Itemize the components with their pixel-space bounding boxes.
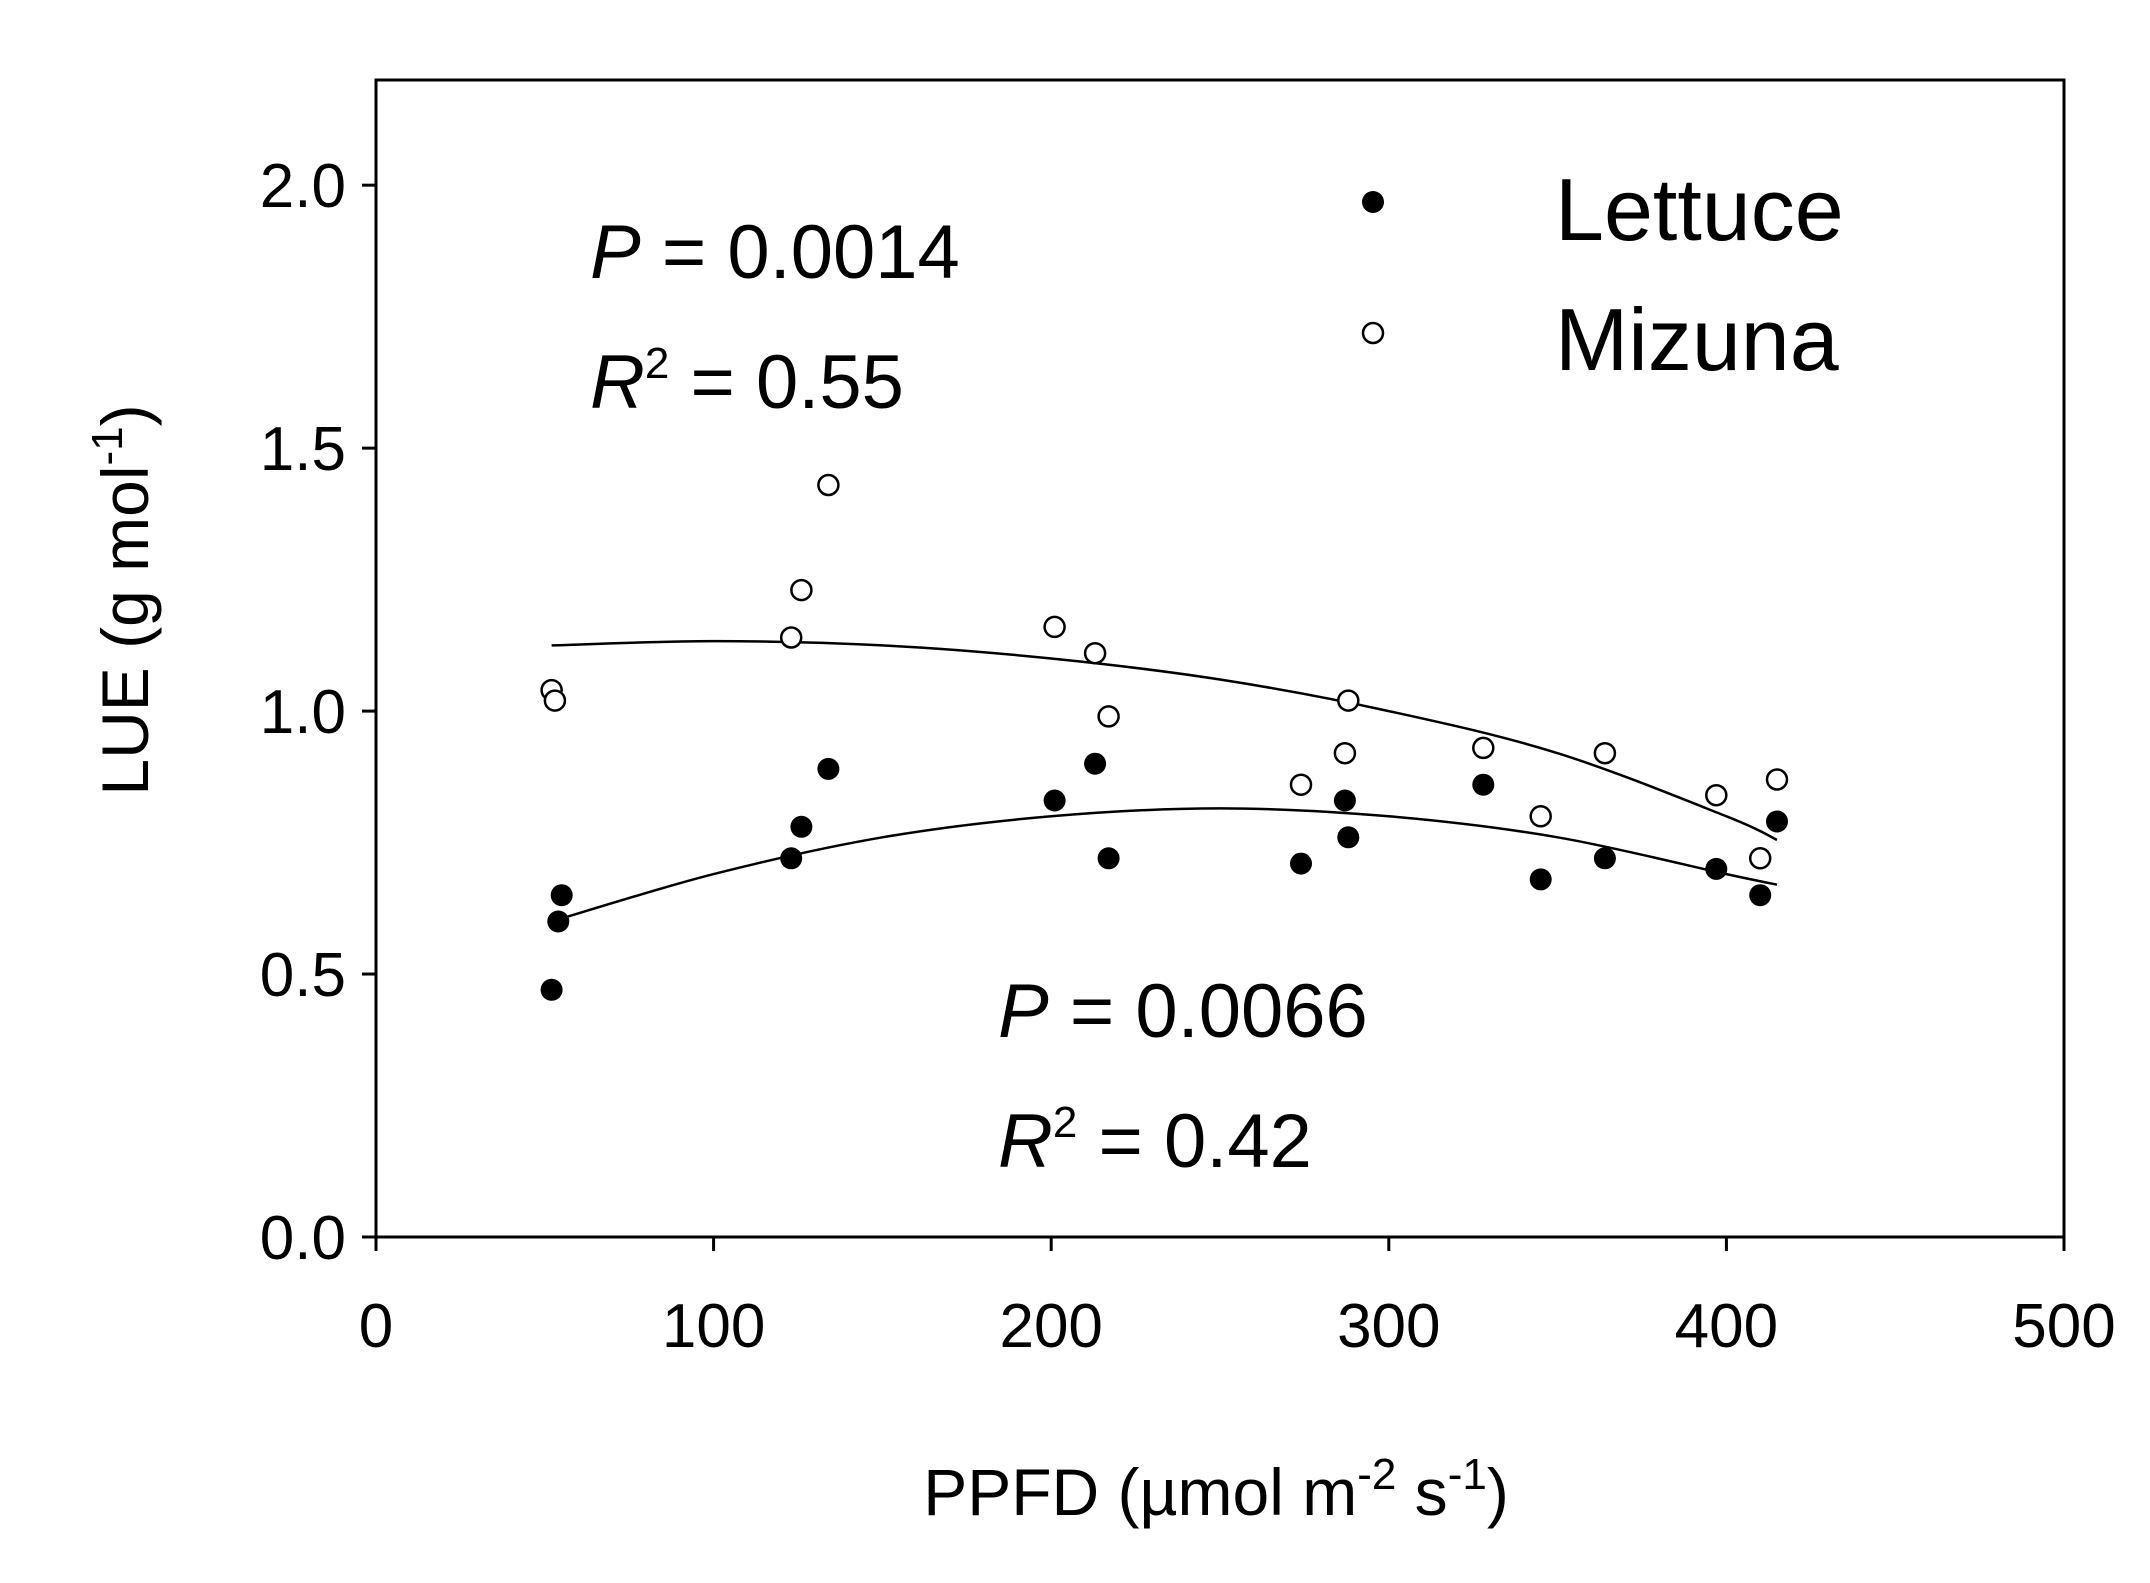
x-tick-label: 100 <box>662 1292 765 1361</box>
point-lettuce <box>540 978 563 1001</box>
point-mizuna <box>790 578 813 602</box>
mizuna-r-squared: R2 = 0.55 <box>590 339 904 425</box>
point-mizuna <box>779 626 803 649</box>
lettuce-stats: P = 0.0066 R2 = 0.42 <box>998 969 1368 1184</box>
data-points <box>540 473 1789 1001</box>
point-mizuna <box>1043 615 1066 639</box>
point-lettuce <box>1333 789 1356 812</box>
point-lettuce <box>790 815 813 838</box>
point-lettuce <box>1705 857 1728 880</box>
point-mizuna <box>1765 768 1789 791</box>
x-axis-title: PPFD (µmol m-2 s-1) <box>923 1450 1509 1529</box>
x-axis: 0 100 200 300 400 500 <box>359 1237 2116 1361</box>
point-mizuna <box>1083 641 1107 665</box>
point-lettuce <box>780 847 803 870</box>
x-tick-label: 0 <box>359 1292 393 1361</box>
legend-marker-lettuce <box>1362 191 1384 213</box>
y-tick-label: 2.0 <box>260 152 346 221</box>
point-mizuna <box>1337 689 1360 712</box>
point-mizuna <box>1748 847 1772 870</box>
point-mizuna <box>817 473 840 497</box>
point-mizuna <box>1705 783 1728 807</box>
x-tick-label: 500 <box>2012 1292 2115 1361</box>
legend: Lettuce Mizuna <box>1361 160 1844 389</box>
point-lettuce <box>1749 884 1772 907</box>
point-mizuna <box>1289 773 1313 796</box>
lettuce-r-squared: R2 = 0.42 <box>998 1098 1312 1184</box>
point-lettuce <box>1529 868 1552 891</box>
point-mizuna <box>1529 805 1552 828</box>
point-lettuce <box>1337 826 1360 849</box>
y-tick-label: 1.0 <box>260 678 346 747</box>
lettuce-p-value: P = 0.0066 <box>998 969 1368 1054</box>
fit-lines <box>551 639 1778 923</box>
mizuna-stats: P = 0.0014 R2 = 0.55 <box>590 210 960 425</box>
mizuna-p-value: P = 0.0014 <box>590 210 960 295</box>
legend-label-mizuna: Mizuna <box>1555 290 1839 389</box>
point-mizuna <box>1472 736 1495 760</box>
point-mizuna <box>543 689 567 712</box>
point-lettuce <box>817 757 840 780</box>
y-tick-label: 0.5 <box>260 941 346 1010</box>
legend-marker-mizuna <box>1361 321 1385 345</box>
point-mizuna <box>1097 705 1120 728</box>
point-lettuce <box>547 910 570 933</box>
point-lettuce <box>1043 789 1066 812</box>
point-mizuna <box>1593 741 1617 765</box>
y-axis: 0.0 0.5 1.0 1.5 2.0 <box>260 152 376 1273</box>
legend-label-lettuce: Lettuce <box>1555 160 1844 259</box>
point-lettuce <box>1593 847 1616 870</box>
x-tick-label: 300 <box>1337 1292 1440 1361</box>
y-tick-label: 1.5 <box>260 415 346 484</box>
y-axis-title: LUE (g mol-1) <box>83 404 162 795</box>
fit-line-mizuna <box>551 639 1778 842</box>
x-tick-label: 400 <box>1675 1292 1778 1361</box>
point-lettuce <box>1472 773 1495 796</box>
point-lettuce <box>1766 810 1788 833</box>
point-lettuce <box>1097 847 1120 870</box>
point-lettuce <box>1290 852 1312 875</box>
point-lettuce <box>550 884 573 907</box>
point-lettuce <box>1084 752 1107 775</box>
x-tick-label: 200 <box>999 1292 1102 1361</box>
plot-frame <box>374 78 2066 1239</box>
fit-line-lettuce <box>551 807 1778 923</box>
point-mizuna <box>1333 741 1357 765</box>
y-tick-label: 0.0 <box>260 1204 346 1273</box>
